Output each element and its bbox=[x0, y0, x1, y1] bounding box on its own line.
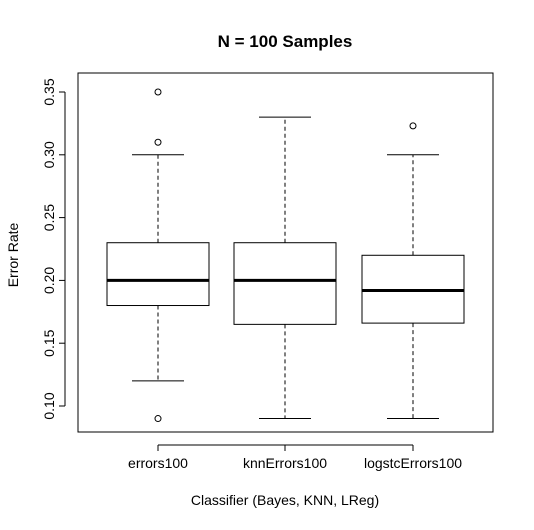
box-logstcErrors100 bbox=[361, 122, 465, 420]
x-axis: errors100 knnErrors100 logstcErrors100 bbox=[128, 444, 462, 471]
chart-title: N = 100 Samples bbox=[218, 32, 353, 51]
y-tick-label: 0.10 bbox=[41, 392, 57, 419]
outlier-point bbox=[409, 122, 417, 130]
x-tick-label: errors100 bbox=[128, 455, 188, 471]
y-tick-label: 0.15 bbox=[41, 329, 57, 356]
y-tick-label: 0.25 bbox=[41, 204, 57, 231]
x-tick-label: knnErrors100 bbox=[243, 455, 327, 471]
plot-frame bbox=[77, 72, 494, 433]
boxes bbox=[106, 88, 465, 423]
x-tick-label: logstcErrors100 bbox=[364, 455, 462, 471]
outlier-point bbox=[154, 415, 162, 423]
y-tick-label: 0.30 bbox=[41, 141, 57, 168]
outlier-point bbox=[154, 138, 162, 146]
box-knnErrors100 bbox=[233, 116, 337, 420]
box-errors100 bbox=[106, 88, 210, 423]
x-axis-label: Classifier (Bayes, KNN, LReg) bbox=[191, 492, 379, 508]
outlier-point bbox=[154, 88, 162, 96]
iqr-box bbox=[106, 242, 210, 307]
y-axis: 0.10 0.15 0.20 0.25 0.30 0.35 bbox=[41, 78, 66, 420]
y-axis-label: Error Rate bbox=[5, 223, 21, 288]
y-tick-label: 0.20 bbox=[41, 267, 57, 294]
iqr-box bbox=[233, 242, 337, 325]
y-tick-label: 0.35 bbox=[41, 78, 57, 105]
